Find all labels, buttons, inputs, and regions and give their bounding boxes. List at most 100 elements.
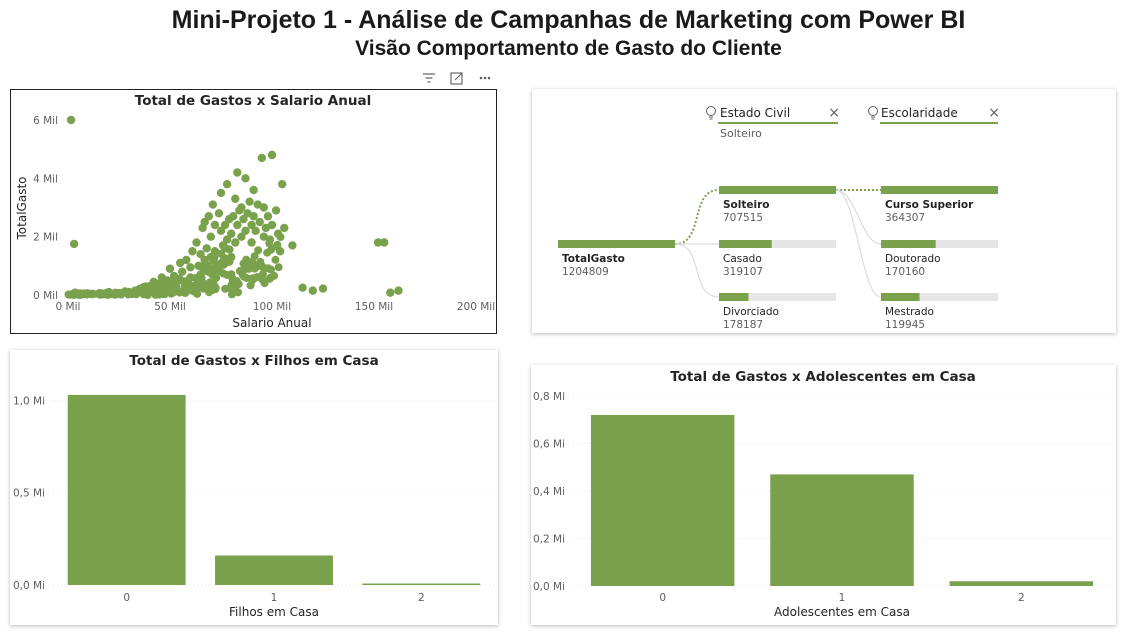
scatter-point <box>241 226 250 236</box>
y-tick-label: 0,6 Mi <box>533 439 565 451</box>
x-tick-label: 50 Mil <box>154 301 186 313</box>
lightbulb-icon <box>868 106 878 120</box>
x-axis-label: Filhos em Casa <box>229 605 319 619</box>
tree-connector <box>835 189 882 298</box>
scatter-point <box>210 220 220 230</box>
scatter-point <box>237 203 246 212</box>
visual-header <box>423 72 491 85</box>
y-tick-label: 2 Mil <box>33 232 58 244</box>
y-axis-label: TotalGasto <box>15 177 29 241</box>
tree-connector <box>835 189 882 245</box>
scatter-point <box>227 290 236 299</box>
scatter-point <box>227 229 236 238</box>
x-tick-label: 0 Mil <box>56 301 81 313</box>
y-tick-label: 0,8 Mi <box>533 391 565 403</box>
close-icon[interactable]: × <box>828 105 840 121</box>
scatter-point <box>194 261 203 271</box>
bar-visual-filhos[interactable]: Total de Gastos x Filhos em Casa 0,0 Mi 0,… <box>10 350 498 625</box>
x-tick-label: 150 Mil <box>355 301 393 313</box>
node-label: Divorciado <box>723 306 779 318</box>
scatter-point <box>380 238 389 247</box>
filter-icon[interactable] <box>423 73 435 83</box>
scatter-point <box>206 232 215 241</box>
x-tick-label: 1 <box>839 592 846 604</box>
x-axis-label: Salario Anual <box>232 316 311 330</box>
node-bar <box>881 240 936 248</box>
bar-visual-adolescentes[interactable]: Total de Gastos x Adolescentes em Casa 0,… <box>531 365 1116 625</box>
filter-label: Estado Civil <box>720 106 791 120</box>
decomposition-tree-visual[interactable]: Estado Civil × Solteiro Escolaridade × T… <box>532 89 1116 333</box>
node-bar <box>719 186 836 194</box>
y-tick-label: 0,0 Mi <box>533 581 565 593</box>
scatter-point <box>240 272 249 281</box>
scatter-point <box>186 273 195 282</box>
node-value: 178187 <box>723 319 763 331</box>
scatter-point <box>257 153 266 163</box>
node-bar <box>558 240 675 248</box>
report-subtitle: Visão Comportamento de Gasto do Cliente <box>355 37 782 60</box>
bar <box>590 415 735 586</box>
x-tick-label: 0 <box>659 592 666 604</box>
scatter-point <box>239 214 248 224</box>
scatter-point <box>308 286 317 295</box>
scatter-point <box>271 206 281 215</box>
scatter-point <box>221 254 230 263</box>
tree-connector <box>674 243 720 298</box>
node-bar <box>719 293 749 301</box>
scatter-point <box>182 255 191 265</box>
scatter-point <box>254 246 263 255</box>
node-bar <box>881 293 920 301</box>
node-label: Casado <box>723 253 762 265</box>
scatter-point <box>222 235 232 244</box>
y-tick-label: 0,0 Mi <box>13 580 45 592</box>
focus-mode-icon[interactable] <box>450 72 463 85</box>
scatter-point <box>221 284 230 293</box>
close-icon[interactable]: × <box>988 105 1000 121</box>
more-options-icon[interactable] <box>479 76 491 80</box>
scatter-point <box>250 252 259 261</box>
scatter-point <box>188 247 197 256</box>
scatter-point <box>171 282 181 291</box>
chart-title: Total de Gastos x Salario Anual <box>135 93 371 109</box>
report-title: Mini-Projeto 1 - Análise de Campanhas de… <box>171 6 966 34</box>
scatter-point <box>155 290 164 299</box>
x-tick-label: 1 <box>271 592 278 604</box>
scatter-point <box>265 235 275 244</box>
y-tick-label: 6 Mil <box>33 115 58 127</box>
scatter-point <box>280 223 289 233</box>
y-tick-label: 0 Mil <box>33 290 58 302</box>
node-track <box>881 240 998 248</box>
scatter-point <box>259 263 268 272</box>
x-tick-label: 2 <box>1018 592 1025 604</box>
scatter-point <box>246 281 255 290</box>
filter-selected: Solteiro <box>720 127 762 140</box>
y-tick-label: 0,2 Mi <box>533 534 565 546</box>
bar-chart-adolescentes: Total de Gastos x Adolescentes em Casa 0,… <box>533 369 1111 619</box>
scatter-point <box>157 273 167 282</box>
scatter-point <box>273 229 283 238</box>
scatter-point <box>212 273 221 282</box>
node-track <box>719 293 836 301</box>
scatter-point <box>318 284 328 293</box>
scatter-point <box>237 232 246 241</box>
scatter-point <box>255 217 264 227</box>
scatter-point <box>247 220 256 230</box>
node-label: Solteiro <box>723 199 770 211</box>
bar <box>949 581 1094 586</box>
scatter-visual[interactable]: Total de Gastos x Salario Anual 0 Mil 2 Mi… <box>10 89 497 334</box>
node-value: 170160 <box>885 266 925 278</box>
chart-title: Total de Gastos x Adolescentes em Casa <box>670 369 976 385</box>
scatter-point <box>193 289 202 298</box>
lightbulb-icon <box>706 106 716 120</box>
scatter-point <box>274 263 283 272</box>
scatter-point <box>200 217 209 227</box>
node-value: 319107 <box>723 266 763 278</box>
filter-label: Escolaridade <box>881 106 958 120</box>
node-label: TotalGasto <box>562 253 625 265</box>
scatter-point <box>178 267 187 276</box>
node-label: Doutorado <box>885 253 941 265</box>
scatter-point <box>190 282 199 291</box>
node-value: 364307 <box>885 212 925 224</box>
scatter-point <box>218 241 228 250</box>
